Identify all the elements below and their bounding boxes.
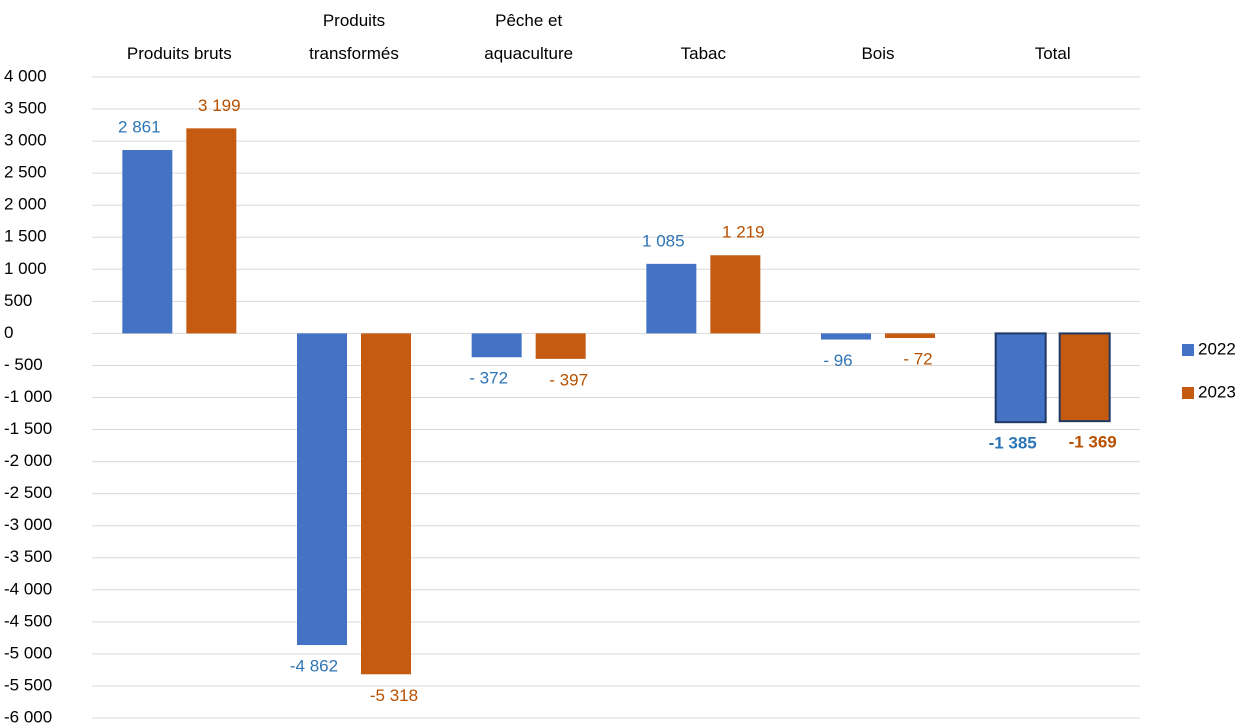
bar [821, 333, 871, 340]
bar [994, 332, 1047, 424]
y-tick-label: -4 000 [4, 579, 52, 598]
y-tick-label: -6 000 [4, 707, 52, 726]
bar [1058, 332, 1111, 423]
x-category-label: Total [1035, 44, 1071, 63]
data-label: -1 385 [989, 434, 1037, 453]
y-tick-label: 1 000 [4, 259, 47, 278]
x-category-label: Tabac [681, 44, 727, 63]
y-tick-label: 3 000 [4, 131, 47, 150]
data-label: - 397 [549, 370, 588, 389]
y-tick-label: 0 [4, 323, 13, 342]
y-tick-label: 4 000 [4, 66, 47, 85]
legend-swatch [1182, 344, 1194, 356]
y-tick-label: -2 500 [4, 483, 52, 502]
x-category-label: Produits transformés [309, 11, 399, 63]
data-label: - 372 [469, 369, 508, 388]
data-label: 2 861 [118, 117, 161, 136]
bar [471, 333, 522, 358]
data-label: - 96 [823, 351, 852, 370]
data-label: -5 318 [370, 686, 418, 705]
bar [297, 333, 347, 646]
legend-swatch [1182, 387, 1194, 399]
data-label: 1 085 [642, 231, 685, 250]
y-tick-label: 2 500 [4, 163, 47, 182]
data-label: -1 369 [1069, 433, 1117, 452]
data-label: 3 199 [198, 96, 241, 115]
x-category-label: Bois [861, 44, 894, 63]
y-tick-label: 2 000 [4, 195, 47, 214]
legend-label: 2022 [1198, 339, 1236, 358]
x-category-label: Pêche et aquaculture [484, 11, 573, 63]
bar [885, 333, 935, 339]
y-tick-label: -2 000 [4, 451, 52, 470]
y-tick-label: - 500 [4, 355, 43, 374]
data-label: - 72 [903, 349, 932, 368]
bar [710, 255, 761, 334]
bar [122, 150, 173, 334]
data-label: -4 862 [290, 657, 338, 676]
bar [646, 263, 697, 334]
y-tick-label: -1 500 [4, 419, 52, 438]
y-tick-label: -3 000 [4, 515, 52, 534]
y-tick-label: -5 500 [4, 675, 52, 694]
data-label: 1 219 [722, 223, 765, 242]
legend-label: 2023 [1198, 382, 1236, 401]
y-tick-label: -4 500 [4, 611, 52, 630]
y-tick-label: 3 500 [4, 99, 47, 118]
bar [186, 128, 237, 334]
bar [535, 333, 586, 359]
y-tick-label: 500 [4, 291, 32, 310]
x-category-label: Produits bruts [127, 44, 232, 63]
y-tick-label: 1 500 [4, 227, 47, 246]
y-tick-label: -5 000 [4, 643, 52, 662]
y-tick-label: -1 000 [4, 387, 52, 406]
y-tick-label: -3 500 [4, 547, 52, 566]
bar [361, 333, 411, 675]
